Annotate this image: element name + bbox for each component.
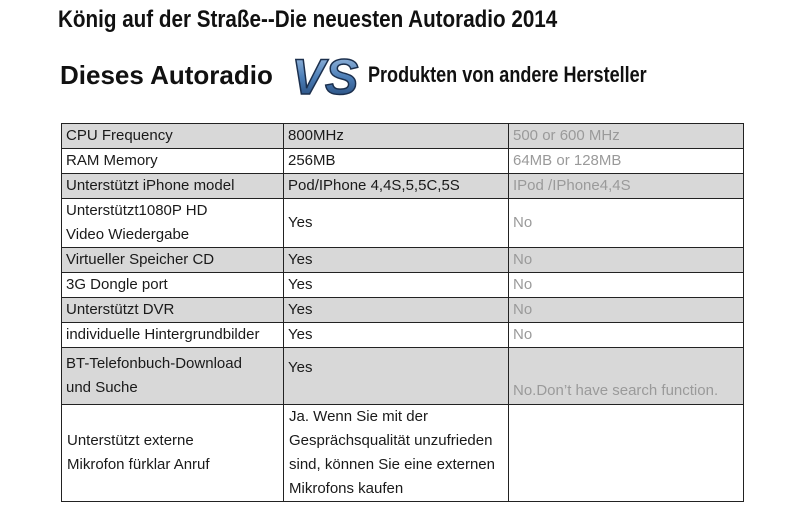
ours-cell: Yes — [283, 347, 509, 405]
this-radio-label: Dieses Autoradio — [60, 60, 273, 90]
feature-cell: Unterstützt externe Mikrofon fürklar Anr… — [61, 404, 284, 502]
ours-line: Mikrofons kaufen — [289, 480, 404, 497]
others-cell: 64MB or 128MB — [508, 148, 744, 174]
ours-line: sind, können Sie eine externen — [289, 456, 495, 473]
feature-cell: individuelle Hintergrundbilder — [61, 322, 284, 348]
table-row: Unterstützt DVR Yes No — [61, 297, 744, 323]
others-cell: No — [508, 198, 744, 248]
table-row: Virtueller Speicher CD Yes No — [61, 247, 744, 273]
table-row: Unterstützt externe Mikrofon fürklar Anr… — [61, 404, 744, 502]
feature-cell: Unterstützt DVR — [61, 297, 284, 323]
feature-cell: Unterstützt iPhone model — [61, 173, 284, 199]
feature-cell: RAM Memory — [61, 148, 284, 174]
table-row: CPU Frequency 800MHz 500 or 600 MHz — [61, 123, 744, 149]
vs-logo: VS — [291, 48, 359, 106]
feature-line: Mikrofon fürklar Anruf — [67, 456, 210, 473]
ours-cell: Yes — [283, 272, 509, 298]
ours-line: Gesprächsqualität unzufrieden — [289, 432, 493, 449]
table-row: RAM Memory 256MB 64MB or 128MB — [61, 148, 744, 174]
page-title: König auf der Straße--Die neuesten Autor… — [58, 6, 558, 33]
feature-line: Unterstützt1080P HD — [66, 202, 208, 219]
table-row: 3G Dongle port Yes No — [61, 272, 744, 298]
feature-cell: Unterstützt1080P HD Video Wiedergabe — [61, 198, 284, 248]
others-cell: IPod /IPhone4,4S — [508, 173, 744, 199]
ours-cell: 256MB — [283, 148, 509, 174]
table-row: individuelle Hintergrundbilder Yes No — [61, 322, 744, 348]
others-cell — [508, 404, 744, 502]
other-manufacturers-label: Produkten von andere Hersteller — [368, 62, 647, 87]
feature-cell: 3G Dongle port — [61, 272, 284, 298]
feature-line: und Suche — [66, 379, 138, 396]
ours-cell: 800MHz — [283, 123, 509, 149]
feature-cell: BT-Telefonbuch-Download und Suche — [61, 347, 284, 405]
svg-text:VS: VS — [292, 49, 359, 105]
ours-cell: Pod/IPhone 4,4S,5,5C,5S — [283, 173, 509, 199]
ours-cell: Yes — [283, 297, 509, 323]
ours-cell: Yes — [283, 198, 509, 248]
table-row: Unterstützt iPhone model Pod/IPhone 4,4S… — [61, 173, 744, 199]
feature-line: Unterstützt externe — [67, 432, 194, 449]
feature-cell: CPU Frequency — [61, 123, 284, 149]
ours-line: Ja. Wenn Sie mit der — [289, 408, 428, 425]
comparison-table: CPU Frequency 800MHz 500 or 600 MHz RAM … — [61, 123, 744, 502]
others-cell: No — [508, 272, 744, 298]
table-row: Unterstützt1080P HD Video Wiedergabe Yes… — [61, 198, 744, 248]
feature-line: Video Wiedergabe — [66, 226, 190, 243]
feature-line: BT-Telefonbuch-Download — [66, 355, 242, 372]
ours-cell: Yes — [283, 247, 509, 273]
ours-cell: Ja. Wenn Sie mit der Gesprächsqualität u… — [283, 404, 509, 502]
feature-cell: Virtueller Speicher CD — [61, 247, 284, 273]
others-cell: No — [508, 322, 744, 348]
others-cell: No.Don’t have search function. — [508, 347, 744, 405]
ours-cell: Yes — [283, 322, 509, 348]
others-cell: No — [508, 247, 744, 273]
table-row: BT-Telefonbuch-Download und Suche Yes No… — [61, 347, 744, 405]
others-cell: 500 or 600 MHz — [508, 123, 744, 149]
others-cell: No — [508, 297, 744, 323]
